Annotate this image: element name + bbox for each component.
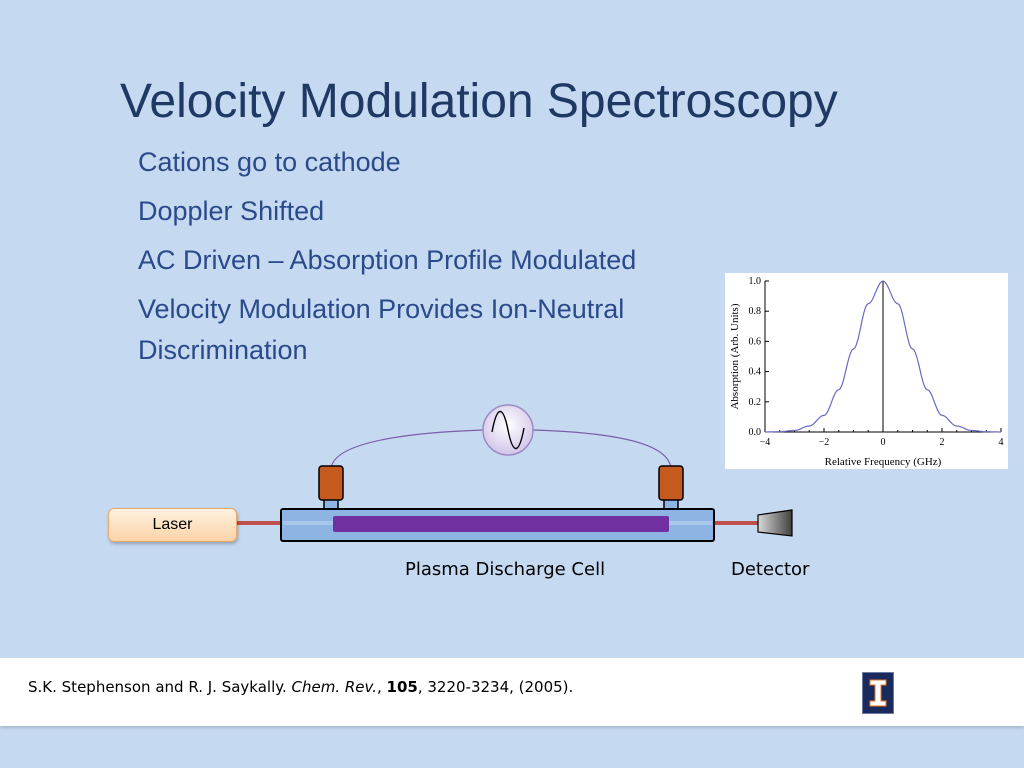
citation: S.K. Stephenson and R. J. Saykally. Chem… (28, 678, 574, 696)
laser-box: Laser (108, 508, 237, 542)
y-axis-label: Absorption (Arb. Units) (729, 303, 741, 409)
x-tick-label: 4 (999, 437, 1004, 448)
absorption-chart-svg: 0.0 0.2 0.4 0.6 0.8 1.0 −4 −2 0 2 4 Relative Freque… (729, 276, 1004, 468)
absorption-series-line (765, 280, 1001, 433)
citation-authors: S.K. Stephenson and R. J. Saykally. (28, 678, 287, 696)
absorption-chart: 0.0 0.2 0.4 0.6 0.8 1.0 −4 −2 0 2 4 Relative Freque… (725, 273, 1008, 469)
x-tick-label: 2 (940, 437, 945, 448)
citation-journal: Chem. Rev. (291, 678, 377, 696)
electrode-right (658, 465, 684, 501)
plasma-column (333, 516, 669, 532)
bullet-item: Doppler Shifted (138, 196, 325, 226)
bullet-item: Cations go to cathode (138, 147, 401, 177)
y-tick-label: 0.4 (749, 367, 762, 378)
x-tick-label: −2 (819, 437, 830, 448)
y-tick-label: 1.0 (749, 276, 762, 287)
detector-label: Detector (731, 559, 810, 580)
plasma-cell-label: Plasma Discharge Cell (405, 559, 606, 580)
y-tick-label: 0.2 (749, 397, 762, 408)
detector-icon (757, 509, 793, 537)
y-tick-label: 0.8 (749, 306, 762, 317)
sine-wave-icon (482, 404, 534, 456)
citation-volume: 105 (386, 678, 418, 696)
electrode-left (318, 465, 344, 501)
footer: S.K. Stephenson and R. J. Saykally. Chem… (0, 658, 1024, 726)
experiment-diagram (235, 404, 793, 542)
university-block-i-icon (862, 672, 894, 714)
y-tick-label: 0.6 (749, 336, 762, 347)
y-tick-label: 0.0 (749, 427, 762, 438)
electrode-wire (330, 429, 672, 471)
bullet-item: AC Driven – Absorption Profile Modulated (138, 245, 637, 275)
slide-title: Velocity Modulation Spectroscopy (120, 75, 838, 128)
bullet-item: Velocity Modulation Provides Ion-Neutral… (138, 294, 625, 365)
x-tick-label: −4 (760, 437, 771, 448)
x-axis-label: Relative Frequency (GHz) (825, 456, 942, 468)
citation-pages: , 3220-3234, (2005). (417, 678, 574, 696)
bullet-list: Cations go to cathode Doppler Shifted AC… (138, 142, 738, 379)
x-tick-label: 0 (881, 437, 886, 448)
